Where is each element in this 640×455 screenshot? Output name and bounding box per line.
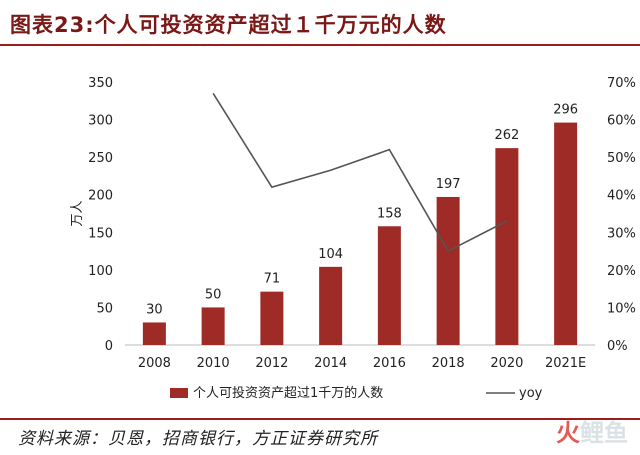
- y2-tick-label: 30%: [607, 226, 636, 241]
- data-label: 71: [264, 272, 281, 287]
- y-tick-label: 50: [96, 301, 113, 316]
- y2-tick-label: 0%: [607, 339, 628, 354]
- x-tick-label: 2010: [197, 356, 230, 371]
- data-label: 158: [377, 206, 402, 221]
- x-tick-label: 2008: [138, 356, 171, 371]
- y-axis-label: 万人: [70, 200, 85, 226]
- data-label: 50: [205, 287, 222, 302]
- bar: [319, 266, 343, 345]
- title-bar: 图表23:个人可投资资产超过１千万元的人数: [0, 0, 640, 46]
- data-label: 197: [436, 177, 461, 192]
- y2-tick-label: 70%: [607, 76, 636, 91]
- y-tick-label: 0: [105, 339, 113, 354]
- chart-title: 图表23:个人可投资资产超过１千万元的人数: [10, 13, 447, 37]
- x-tick-label: 2018: [432, 356, 465, 371]
- data-label: 296: [553, 103, 578, 118]
- x-tick-label: 2014: [314, 356, 347, 371]
- y-tick-label: 250: [88, 151, 113, 166]
- watermark-rest: 鲤鱼: [580, 419, 628, 447]
- data-label: 104: [318, 247, 343, 262]
- y2-tick-label: 50%: [607, 151, 636, 166]
- bar: [436, 196, 460, 345]
- y2-tick-label: 10%: [607, 301, 636, 316]
- bar: [554, 122, 578, 345]
- y-tick-label: 100: [88, 264, 113, 279]
- x-tick-label: 2012: [255, 356, 288, 371]
- watermark-logo: 火鲤鱼: [556, 413, 628, 448]
- data-label: 262: [494, 128, 519, 143]
- y-tick-label: 300: [88, 114, 113, 129]
- y-tick-label: 150: [88, 226, 113, 241]
- y2-tick-label: 60%: [607, 114, 636, 129]
- y-tick-label: 200: [88, 189, 113, 204]
- data-label: 30: [146, 302, 163, 317]
- legend-swatch-bar: [170, 388, 188, 398]
- y-tick-label: 350: [88, 76, 113, 91]
- source-note: 资料来源：贝恩，招商银行，方正证券研究所: [18, 429, 378, 449]
- x-tick-label: 2021E: [545, 356, 586, 371]
- watermark-prefix: 火: [556, 419, 580, 447]
- x-tick-label: 2020: [490, 356, 523, 371]
- legend-label-bar: 个人可投资资产超过1千万的人数: [193, 385, 383, 401]
- footer-divider: [0, 418, 640, 420]
- bar: [260, 291, 284, 345]
- chart-area: 0 50 100 150 200 250 300 350 0% 10% 20% 30% 40% 50% 60…: [70, 76, 636, 401]
- y2-tick-label: 20%: [607, 264, 636, 279]
- bar: [142, 322, 166, 345]
- x-tick-label: 2016: [373, 356, 406, 371]
- bar: [377, 226, 401, 345]
- yoy-line: [212, 92, 508, 253]
- legend-label-line: yoy: [519, 386, 543, 401]
- bar: [201, 307, 225, 345]
- bar: [495, 148, 519, 345]
- y2-tick-label: 40%: [607, 189, 636, 204]
